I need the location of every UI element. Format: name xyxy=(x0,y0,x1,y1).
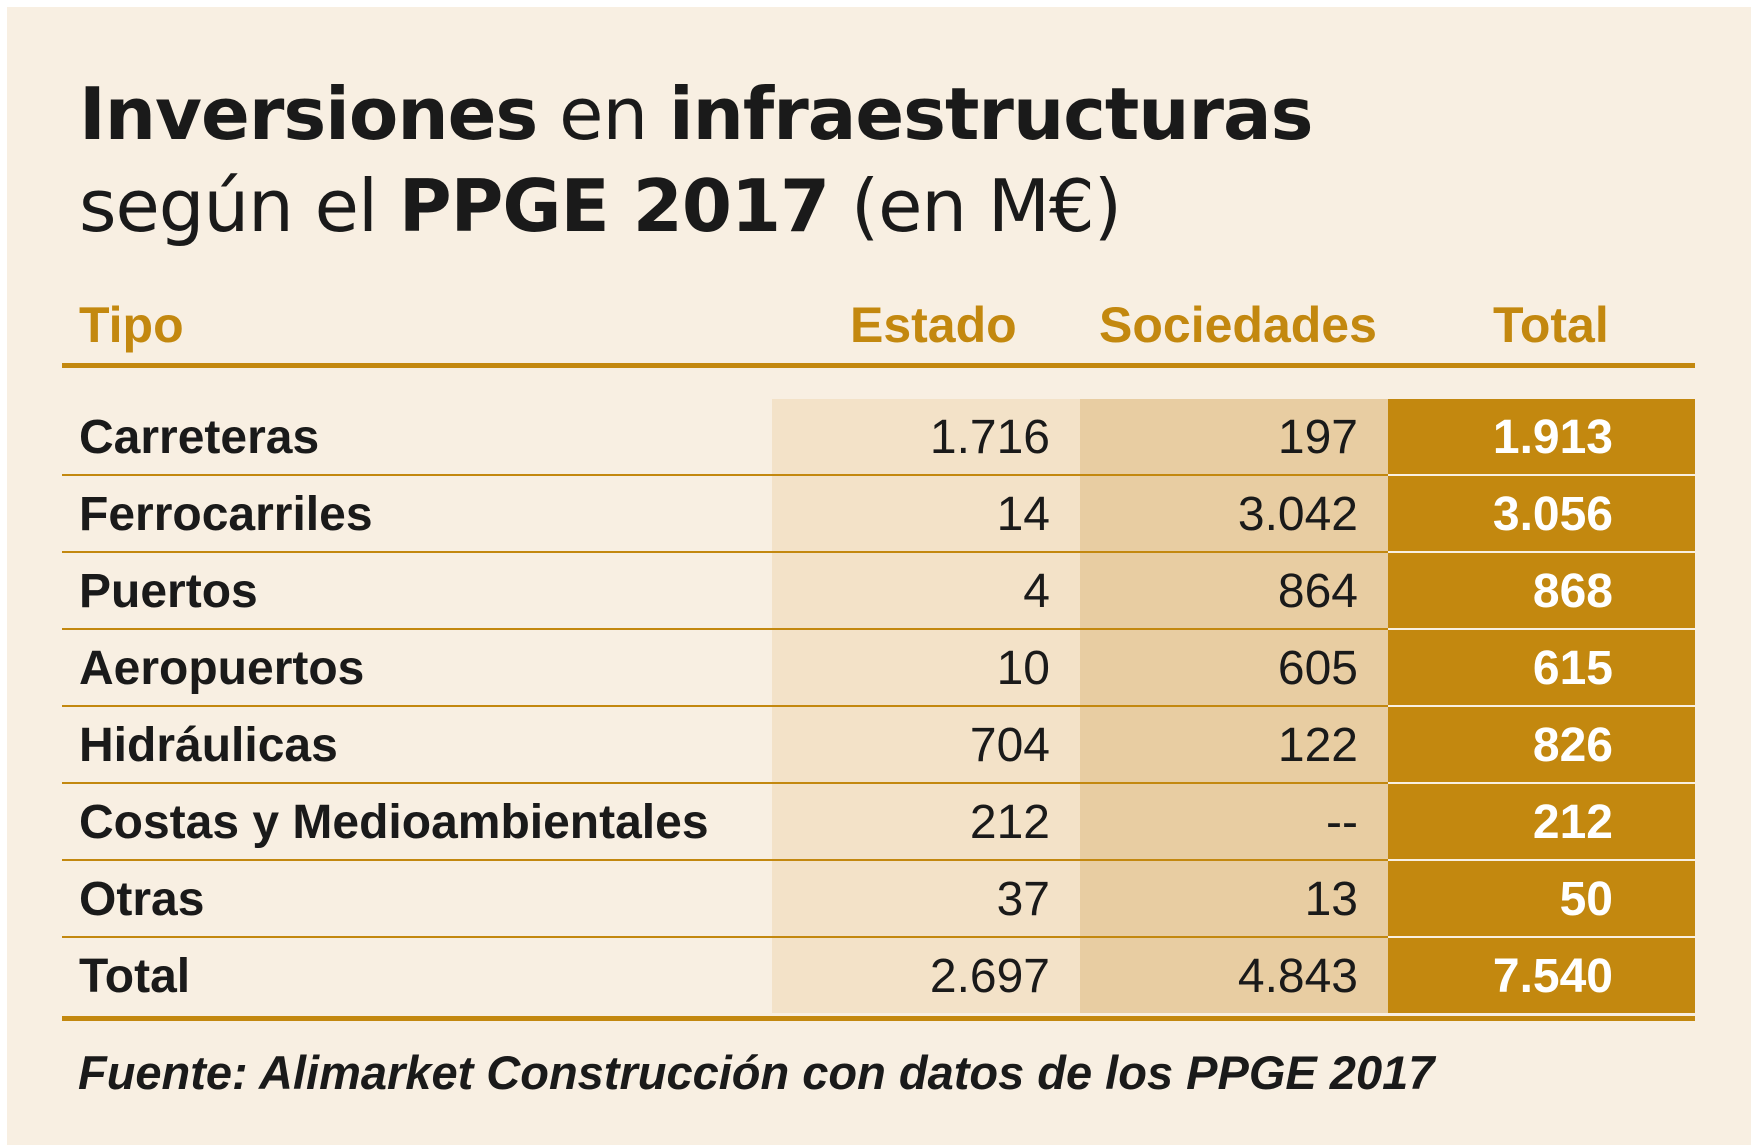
cell-estado: 704 xyxy=(772,707,1080,782)
cell-estado: 1.716 xyxy=(772,399,1080,474)
cell-sociedades: -- xyxy=(1080,784,1388,859)
header-rule xyxy=(62,363,1695,368)
cell-total: 50 xyxy=(1388,861,1695,936)
cell-sociedades: 4.843 xyxy=(1080,938,1388,1013)
cell-total: 868 xyxy=(1388,553,1695,628)
title-line-1: Inversiones en infraestructuras xyxy=(79,78,1313,150)
title-line-2: según el PPGE 2017 (en M€) xyxy=(79,170,1122,242)
cell-estado: 2.697 xyxy=(772,938,1080,1013)
table-row: Puertos 4 864 868 xyxy=(62,553,1695,630)
table-row: Otras 37 13 50 xyxy=(62,861,1695,938)
title-segment: infraestructuras xyxy=(668,72,1314,156)
source-note: Fuente: Alimarket Construcción con datos… xyxy=(78,1046,1435,1099)
cell-sociedades: 605 xyxy=(1080,630,1388,705)
cell-sociedades: 197 xyxy=(1080,399,1388,474)
cell-tipo: Costas y Medioambientales xyxy=(79,796,709,849)
cell-tipo: Hidráulicas xyxy=(79,719,338,772)
bottom-rule xyxy=(62,1016,1695,1021)
cell-estado: 212 xyxy=(772,784,1080,859)
cell-total: 3.056 xyxy=(1388,476,1695,551)
row-divider xyxy=(62,474,1388,476)
cell-estado: 14 xyxy=(772,476,1080,551)
row-divider xyxy=(62,859,1388,861)
table-row: Total 2.697 4.843 7.540 xyxy=(62,938,1695,1015)
investment-table: Carreteras 1.716 197 1.913 Ferrocarriles 14 3.… xyxy=(62,399,1695,1015)
table-row: Ferrocarriles 14 3.042 3.056 xyxy=(62,476,1695,553)
header-tipo: Tipo xyxy=(79,297,184,353)
header-sociedades: Sociedades xyxy=(1099,297,1377,353)
title-segment: (en M€) xyxy=(829,164,1122,248)
table-row: Costas y Medioambientales 212 -- 212 xyxy=(62,784,1695,861)
cell-tipo: Puertos xyxy=(79,565,258,618)
cell-total: 1.913 xyxy=(1388,399,1695,474)
row-divider xyxy=(62,551,1388,553)
cell-total: 615 xyxy=(1388,630,1695,705)
cell-tipo: Total xyxy=(79,950,191,1003)
cell-estado: 10 xyxy=(772,630,1080,705)
cell-sociedades: 13 xyxy=(1080,861,1388,936)
header-estado: Estado xyxy=(850,297,1017,353)
cell-total: 212 xyxy=(1388,784,1695,859)
cell-estado: 4 xyxy=(772,553,1080,628)
cell-total: 7.540 xyxy=(1388,938,1695,1013)
table-row: Carreteras 1.716 197 1.913 xyxy=(62,399,1695,476)
table-row: Aeropuertos 10 605 615 xyxy=(62,630,1695,707)
title-segment: en xyxy=(537,72,669,156)
title-segment: Inversiones xyxy=(79,72,538,156)
table-row: Hidráulicas 704 122 826 xyxy=(62,707,1695,784)
cell-sociedades: 864 xyxy=(1080,553,1388,628)
row-divider xyxy=(62,705,1388,707)
row-divider xyxy=(62,782,1388,784)
header-total: Total xyxy=(1493,297,1609,353)
cell-tipo: Ferrocarriles xyxy=(79,488,373,541)
title-segment: según el xyxy=(79,164,399,248)
cell-sociedades: 3.042 xyxy=(1080,476,1388,551)
cell-estado: 37 xyxy=(772,861,1080,936)
title-segment: PPGE 2017 xyxy=(398,164,830,248)
cell-total: 826 xyxy=(1388,707,1695,782)
row-divider xyxy=(62,936,1388,938)
row-divider xyxy=(62,628,1388,630)
cell-tipo: Aeropuertos xyxy=(79,642,365,695)
cell-tipo: Otras xyxy=(79,873,205,926)
cell-sociedades: 122 xyxy=(1080,707,1388,782)
cell-tipo: Carreteras xyxy=(79,411,320,464)
